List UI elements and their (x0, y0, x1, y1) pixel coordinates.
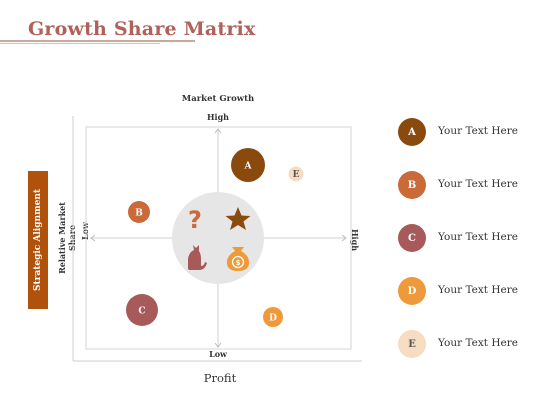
legend-item-b: B Your Text Here (398, 171, 548, 199)
top-high-tick: High (206, 112, 229, 122)
arrow-right-icon (341, 234, 347, 242)
svg-text:D: D (269, 314, 277, 324)
legend-dot-e: E (398, 330, 426, 358)
svg-text:C: C (138, 307, 145, 317)
legend-dot-b: B (398, 171, 426, 199)
arrow-up-icon (214, 128, 222, 134)
slide-title: Growth Share Matrix (28, 18, 256, 40)
legend-text-d: Your Text Here (438, 284, 518, 296)
bubble-d: D (263, 307, 283, 327)
svg-text:$: $ (236, 259, 241, 267)
svg-text:A: A (244, 162, 253, 172)
money-bag-icon: $ (226, 247, 250, 271)
svg-text:B: B (135, 209, 143, 219)
title-underline (0, 40, 195, 46)
bubble-a: A (231, 148, 265, 182)
svg-text:E: E (293, 170, 300, 180)
star-icon (225, 207, 251, 230)
center-circle (172, 192, 264, 284)
legend-text-c: Your Text Here (438, 231, 518, 243)
legend-item-d: D Your Text Here (398, 277, 548, 305)
svg-text:?: ? (188, 206, 202, 234)
bubble-c: C (126, 294, 158, 326)
question-mark-icon: ? (188, 206, 202, 234)
legend-text-a: Your Text Here (438, 125, 518, 137)
profit-label: Profit (203, 371, 237, 385)
dog-icon (188, 245, 207, 270)
market-growth-label: Market Growth (181, 94, 255, 104)
bubble-e: E (288, 166, 304, 182)
legend-item-c: C Your Text Here (398, 224, 548, 252)
bubble-b: B (128, 201, 150, 223)
arrow-down-icon (214, 342, 222, 348)
legend-dot-a: A (398, 118, 426, 146)
matrix-box (85, 126, 352, 350)
legend-dot-d: D (398, 277, 426, 305)
legend-dot-c: C (398, 224, 426, 252)
arrow-left-icon (90, 234, 96, 242)
legend-item-e: E Your Text Here (398, 330, 548, 358)
bottom-low-tick: Low (209, 349, 227, 359)
legend-text-b: Your Text Here (438, 178, 518, 190)
legend-item-a: A Your Text Here (398, 118, 548, 146)
strategic-alignment-banner: Strategic Alignment (28, 171, 48, 309)
legend-text-e: Your Text Here (438, 337, 518, 349)
